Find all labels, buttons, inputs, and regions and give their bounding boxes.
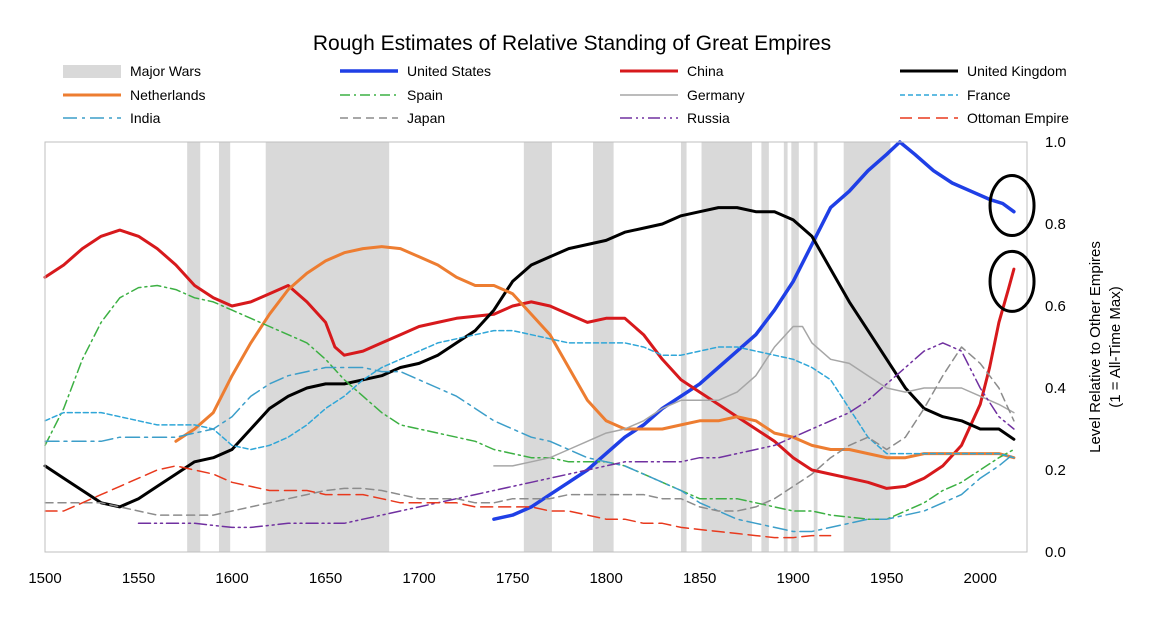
y-tick-label: 1.0: [1045, 134, 1066, 151]
legend-swatch-major-wars: [63, 65, 121, 78]
legend-label-russia: Russia: [687, 110, 730, 126]
series-line-russia: [137, 342, 1015, 529]
x-tick-label: 1600: [215, 570, 248, 587]
series-line-china: [43, 228, 1016, 490]
x-tick-label: 1950: [870, 570, 903, 587]
x-tick-label: 1550: [122, 570, 155, 587]
legend-label-japan: Japan: [407, 110, 445, 126]
war-band-4: [593, 142, 614, 552]
series-line-india: [44, 366, 1015, 533]
war-band-3: [523, 142, 552, 552]
legend: Major Wars United States China United Kingd…: [63, 63, 1069, 126]
x-tick-label: 1850: [683, 570, 716, 587]
legend-label-ottoman-empire: Ottoman Empire: [967, 110, 1069, 126]
x-tick-label: 1500: [28, 570, 61, 587]
y-axis-label: Level Relative to Other Empires: [1087, 241, 1104, 453]
x-tick-label: 1650: [309, 570, 342, 587]
legend-label-major-wars: Major Wars: [130, 63, 201, 79]
legend-label-united-states: United States: [407, 63, 491, 79]
war-band-9: [791, 142, 799, 552]
legend-label-germany: Germany: [687, 87, 745, 103]
y-tick-label: 0.8: [1045, 216, 1066, 233]
legend-label-spain: Spain: [407, 87, 443, 103]
y-tick-label: 0.2: [1045, 462, 1066, 479]
series-line-germany: [493, 325, 1015, 467]
war-band-1: [218, 142, 231, 552]
y-axis-label-secondary: (1 = All-Time Max): [1107, 286, 1124, 408]
highlight-circle-0: [988, 174, 1036, 238]
chart-title: Rough Estimates of Relative Standing of …: [313, 32, 831, 55]
war-band-8: [783, 142, 788, 552]
y-axis: 0.0 0.2 0.4 0.6 0.8 1.0: [1045, 134, 1066, 561]
war-band-11: [843, 142, 891, 552]
war-band-0: [187, 142, 201, 552]
war-band-2: [265, 142, 390, 552]
legend-label-india: India: [130, 110, 161, 126]
legend-label-china: China: [687, 63, 724, 79]
x-tick-label: 2000: [964, 570, 997, 587]
x-tick-label: 1750: [496, 570, 529, 587]
series-line-united-kingdom: [43, 206, 1016, 509]
series-line-spain: [44, 284, 1015, 520]
series-layer: [43, 140, 1016, 539]
y-tick-label: 0.0: [1045, 544, 1066, 561]
legend-label-france: France: [967, 87, 1011, 103]
war-band-7: [761, 142, 769, 552]
legend-label-netherlands: Netherlands: [130, 87, 206, 103]
x-tick-label: 1800: [589, 570, 622, 587]
x-tick-label: 1900: [777, 570, 810, 587]
series-line-united-states: [492, 140, 1016, 521]
x-axis: 1500 1550 1600 1650 1700 1750 1800 1850 1900 1950…: [28, 570, 997, 587]
series-line-netherlands: [174, 245, 1016, 460]
war-band-5: [680, 142, 687, 552]
plot-frame: [44, 141, 1028, 553]
series-line-france: [44, 329, 1015, 459]
highlight-circles: [988, 174, 1036, 313]
y-tick-label: 0.4: [1045, 380, 1066, 397]
y-tick-label: 0.6: [1045, 298, 1066, 315]
series-line-ottoman-empire: [44, 465, 832, 539]
highlight-circle-1: [988, 249, 1036, 313]
x-tick-label: 1700: [402, 570, 435, 587]
legend-label-united-kingdom: United Kingdom: [967, 63, 1067, 79]
series-line-japan: [44, 346, 1015, 516]
